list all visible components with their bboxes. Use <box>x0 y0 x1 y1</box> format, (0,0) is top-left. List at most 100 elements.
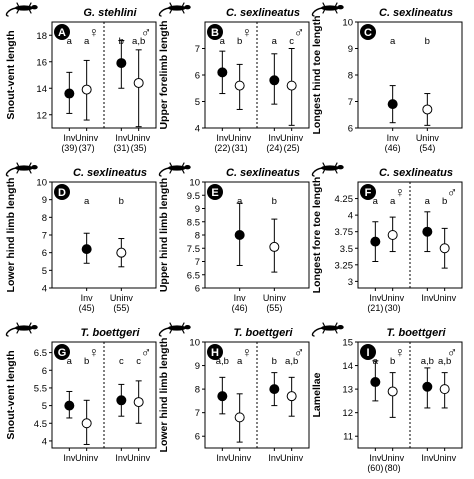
y-tick-label: 15 <box>342 338 353 349</box>
lizard-tail <box>158 167 170 177</box>
lizard-body <box>15 5 33 11</box>
mean-point <box>64 88 75 99</box>
panel-letter-badge <box>54 344 70 360</box>
y-tick-label: 10 <box>342 18 353 29</box>
sex-symbol: ♀ <box>395 184 406 200</box>
mean-point <box>422 226 433 237</box>
lizard-body <box>168 325 186 331</box>
panel-title: C. sexlineatus <box>379 167 453 179</box>
mean-point <box>269 384 280 395</box>
mean-point <box>370 236 381 247</box>
y-tick-label: 7.5 <box>187 244 200 255</box>
y-tick-label: 4 <box>348 211 353 222</box>
panel-letter-badge <box>54 24 70 40</box>
y-tick-label: 9 <box>348 44 353 55</box>
significance-letter: a <box>373 356 379 367</box>
y-axis-label: Upper hind limb length <box>158 178 170 292</box>
sample-size-label: (30) <box>385 303 401 313</box>
panel-letter: F <box>365 187 372 199</box>
y-tick-label: 16 <box>36 57 47 68</box>
sample-size-label: (54) <box>419 143 435 153</box>
panel-letter: B <box>211 27 219 39</box>
significance-letter: b <box>272 196 277 207</box>
y-tick-label: 14 <box>36 84 47 95</box>
x-tick-label: Inv <box>216 133 229 143</box>
y-axis-label: Upper forelimb length <box>158 20 170 129</box>
sex-symbol: ♀ <box>395 344 406 360</box>
y-tick-label: 5 <box>195 97 200 108</box>
y-tick-label: 5.5 <box>34 383 47 394</box>
significance-letter: a <box>84 36 90 47</box>
panel-letter-badge <box>207 24 223 40</box>
lizard-tail <box>311 327 323 337</box>
plot-frame <box>51 181 157 289</box>
lizard-legs <box>322 2 338 14</box>
lizard-legs <box>16 322 32 334</box>
sample-size-label: (55) <box>266 303 282 313</box>
panel-title: G. stehlini <box>83 7 137 19</box>
x-tick-label: Inv <box>421 293 434 303</box>
y-tick-label: 9 <box>195 204 200 215</box>
x-tick-label: Inv <box>81 293 94 303</box>
lizard-body <box>15 165 33 171</box>
x-tick-label: Uninv <box>280 133 304 143</box>
sample-size-label: (35) <box>131 143 147 153</box>
panel-title: C. sexlineatus <box>226 167 300 179</box>
lizard-tail <box>5 167 17 177</box>
y-tick-label: 10 <box>189 338 200 349</box>
mean-point <box>116 58 127 69</box>
y-tick-label: 8 <box>42 213 47 224</box>
significance-letter: a <box>373 196 379 207</box>
x-tick-label: Inv <box>369 453 382 463</box>
mean-point <box>81 84 92 95</box>
mean-point <box>286 80 297 91</box>
y-axis-label: Lamellae <box>311 372 323 417</box>
sex-symbol: ♂ <box>294 344 305 360</box>
y-tick-label: 14 <box>342 361 353 372</box>
sample-size-label: (22) <box>214 143 230 153</box>
y-tick-label: 6 <box>42 366 47 377</box>
mean-point <box>234 412 245 423</box>
panel-letter: D <box>58 187 66 199</box>
lizard-legs <box>16 2 32 14</box>
mean-point <box>370 377 381 388</box>
y-tick-label: 3.5 <box>340 244 353 255</box>
y-tick-label: 7 <box>42 231 47 242</box>
significance-letter: c <box>136 356 141 367</box>
mean-point <box>81 418 92 429</box>
y-tick-label: 4 <box>195 124 200 135</box>
y-tick-label: 6 <box>42 248 47 259</box>
sex-symbol: ♂ <box>141 24 152 40</box>
y-axis-label: Lower hind limb length <box>158 338 170 453</box>
mean-point <box>269 241 280 252</box>
lizard-body <box>168 165 186 171</box>
significance-letter: a <box>84 196 90 207</box>
lizard-legs <box>169 322 185 334</box>
lizard-legs <box>169 162 185 174</box>
lizard-tail <box>311 167 323 177</box>
panel-title: C. sexlineatus <box>226 7 300 19</box>
sample-size-label: (25) <box>284 143 300 153</box>
x-tick-label: Uninv <box>110 293 134 303</box>
lizard-head <box>31 5 38 10</box>
panel-letter: G <box>58 347 67 359</box>
lizard-legs <box>322 162 338 174</box>
mean-point <box>116 247 127 258</box>
y-tick-label: 12 <box>36 110 47 121</box>
y-tick-label: 9 <box>42 195 47 206</box>
sample-size-label: (55) <box>113 303 129 313</box>
y-tick-label: 6 <box>195 71 200 82</box>
x-tick-label: Uninv <box>228 453 252 463</box>
lizard-legs <box>169 2 185 14</box>
y-tick-label: 7 <box>195 44 200 55</box>
mean-point <box>439 384 450 395</box>
mean-point <box>269 75 280 86</box>
lizard-body <box>321 165 339 171</box>
sex-symbol: ♂ <box>447 184 458 200</box>
significance-letter: a <box>237 196 243 207</box>
x-tick-label: Uninv <box>127 453 151 463</box>
panel-letter: E <box>211 187 218 199</box>
y-tick-label: 3.75 <box>335 227 354 238</box>
panel-letter: A <box>58 27 66 39</box>
